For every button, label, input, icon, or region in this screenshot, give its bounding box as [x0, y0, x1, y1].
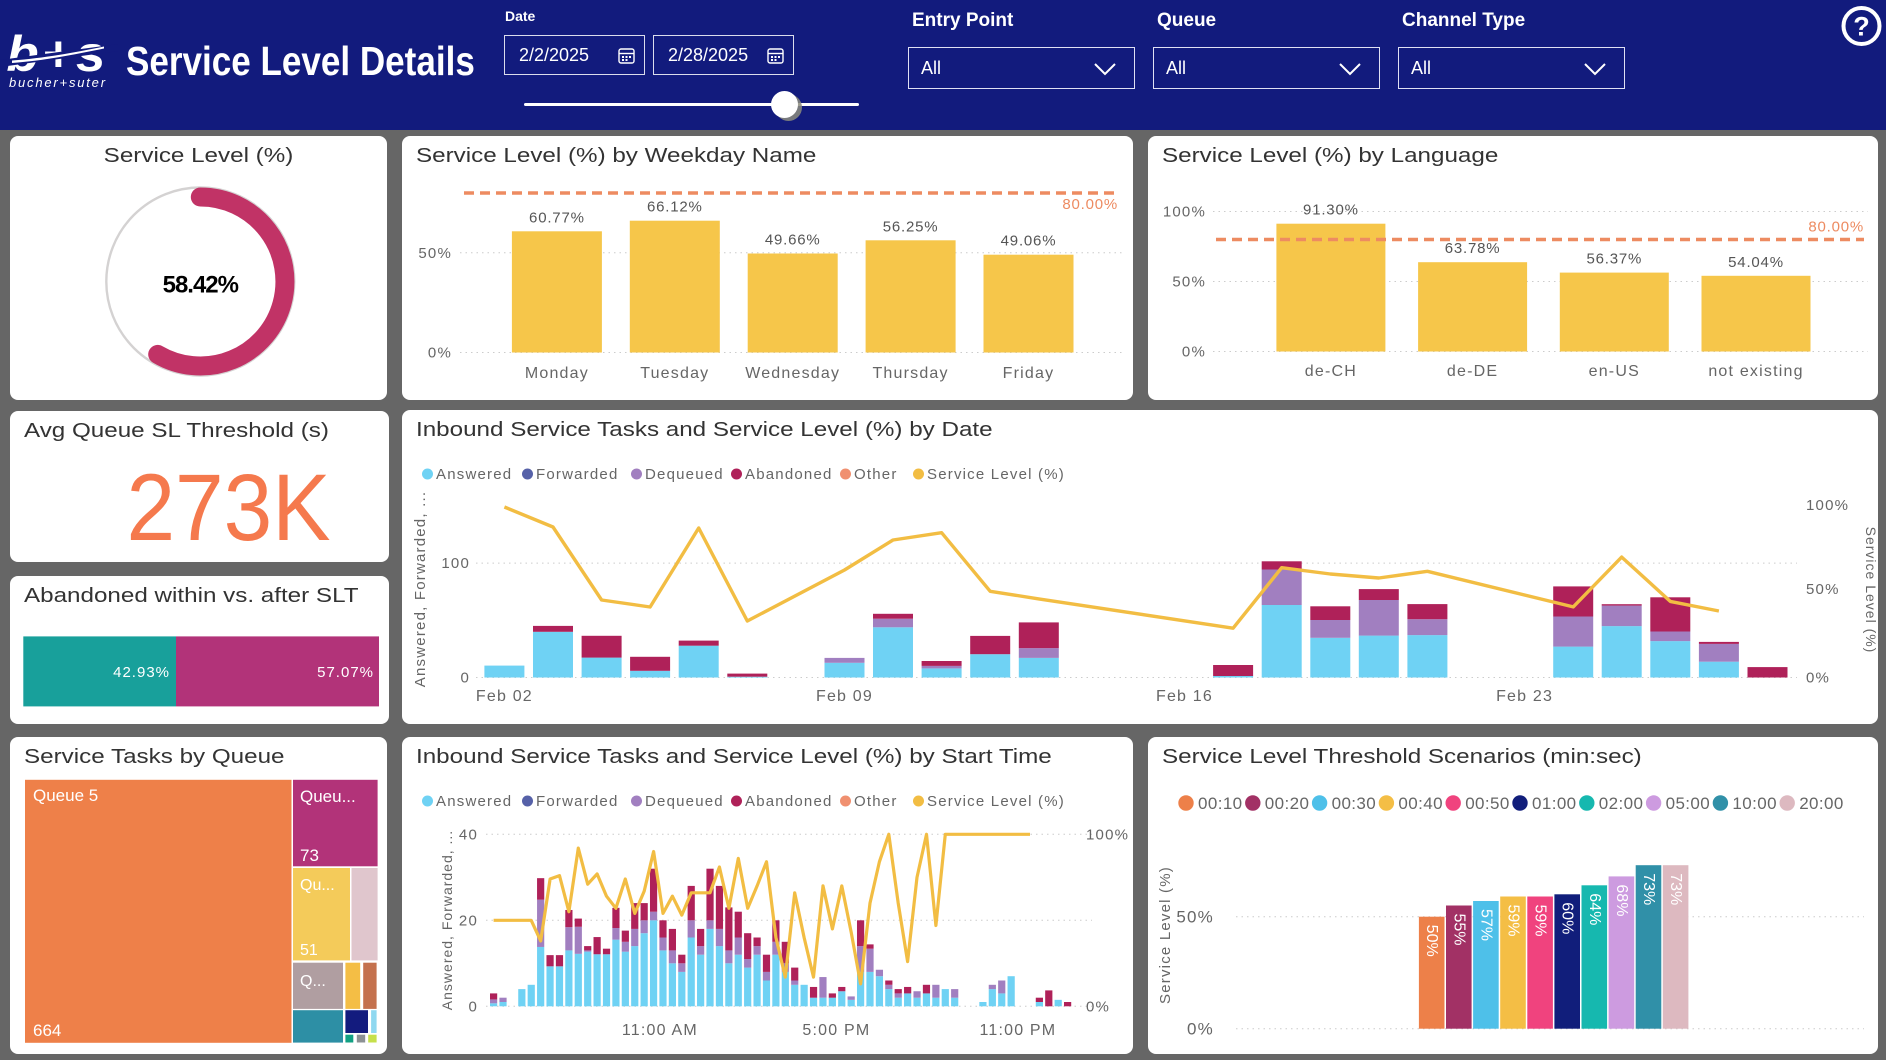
svg-text:Abandoned: Abandoned	[745, 466, 833, 483]
svg-text:60%: 60%	[1559, 902, 1576, 934]
svg-text:0%: 0%	[1806, 670, 1830, 687]
svg-text:Thursday: Thursday	[872, 365, 948, 382]
svg-text:Other: Other	[854, 466, 898, 483]
svg-text:?: ?	[1853, 12, 1870, 42]
svg-text:Abandoned: Abandoned	[745, 793, 833, 810]
svg-text:Qu...: Qu...	[300, 877, 335, 894]
svg-text:50%: 50%	[1423, 925, 1440, 957]
svg-text:5:00 PM: 5:00 PM	[802, 1022, 870, 1039]
svg-text:58.42%: 58.42%	[163, 272, 239, 299]
svg-text:02:00: 02:00	[1599, 794, 1644, 813]
svg-text:Queu...: Queu...	[300, 787, 356, 806]
svg-text:Answered, Forwarded, ...: Answered, Forwarded, ...	[412, 491, 429, 687]
svg-text:100%: 100%	[1163, 204, 1206, 221]
svg-text:Q...: Q...	[300, 973, 326, 990]
svg-text:40: 40	[459, 826, 478, 843]
svg-text:73%: 73%	[1667, 873, 1684, 905]
svg-text:Queue 5: Queue 5	[33, 786, 98, 805]
svg-text:11:00 PM: 11:00 PM	[979, 1022, 1056, 1039]
svg-text:Service Level (%): Service Level (%)	[927, 466, 1065, 483]
svg-text:Other: Other	[854, 793, 898, 810]
svg-text:20:00: 20:00	[1799, 794, 1844, 813]
svg-text:Friday: Friday	[1003, 365, 1055, 382]
svg-text:11:00 AM: 11:00 AM	[622, 1022, 698, 1039]
svg-text:05:00: 05:00	[1666, 794, 1711, 813]
svg-text:01:00: 01:00	[1532, 794, 1577, 813]
svg-text:Forwarded: Forwarded	[536, 466, 619, 483]
svg-text:0%: 0%	[1182, 344, 1206, 361]
svg-text:Feb 09: Feb 09	[816, 688, 873, 705]
svg-text:60.77%: 60.77%	[529, 209, 585, 226]
svg-text:Service Level (%): Service Level (%)	[1863, 527, 1878, 654]
svg-text:56.37%: 56.37%	[1586, 251, 1642, 268]
svg-text:68%: 68%	[1613, 884, 1630, 916]
svg-text:80.00%: 80.00%	[1808, 219, 1864, 236]
svg-text:50%: 50%	[1806, 581, 1840, 598]
svg-text:64%: 64%	[1586, 893, 1603, 925]
svg-text:Feb 02: Feb 02	[476, 688, 533, 705]
svg-text:51: 51	[300, 942, 318, 959]
svg-text:49.06%: 49.06%	[1001, 233, 1057, 250]
svg-text:59%: 59%	[1505, 905, 1522, 937]
svg-text:de-DE: de-DE	[1447, 363, 1498, 380]
svg-text:63.78%: 63.78%	[1445, 240, 1501, 257]
svg-text:Service Level (%): Service Level (%)	[1157, 866, 1174, 1004]
svg-text:10:00: 10:00	[1732, 794, 1777, 813]
svg-text:Answered: Answered	[436, 793, 512, 810]
svg-text:Wednesday: Wednesday	[745, 365, 840, 382]
svg-text:100: 100	[441, 555, 470, 572]
svg-text:91.30%: 91.30%	[1303, 202, 1359, 219]
svg-text:55%: 55%	[1450, 914, 1467, 946]
svg-text:00:10: 00:10	[1198, 794, 1243, 813]
svg-text:0: 0	[460, 670, 470, 687]
svg-text:20: 20	[459, 912, 478, 929]
svg-text:Answered, Forwarded, ...: Answered, Forwarded, ...	[439, 830, 455, 1010]
svg-text:59%: 59%	[1532, 905, 1549, 937]
svg-text:Dequeued: Dequeued	[645, 466, 724, 483]
svg-text:50%: 50%	[1176, 908, 1214, 927]
svg-text:0: 0	[468, 998, 478, 1015]
svg-text:Tuesday: Tuesday	[640, 365, 709, 382]
svg-text:42.93%: 42.93%	[113, 664, 170, 681]
svg-text:50%: 50%	[418, 245, 452, 262]
svg-text:73: 73	[300, 846, 319, 865]
svg-text:100%: 100%	[1086, 826, 1129, 843]
svg-text:bucher+suter: bucher+suter	[9, 75, 107, 90]
svg-text:Forwarded: Forwarded	[536, 793, 619, 810]
svg-text:66.12%: 66.12%	[647, 199, 703, 216]
svg-text:664: 664	[33, 1021, 61, 1040]
svg-text:100%: 100%	[1806, 497, 1849, 514]
svg-text:73%: 73%	[1640, 873, 1657, 905]
svg-text:Answered: Answered	[436, 466, 512, 483]
svg-text:57%: 57%	[1477, 909, 1494, 941]
svg-text:00:30: 00:30	[1332, 794, 1377, 813]
svg-text:00:40: 00:40	[1398, 794, 1443, 813]
svg-text:Service Level (%): Service Level (%)	[927, 793, 1065, 810]
svg-text:not existing: not existing	[1708, 363, 1803, 380]
svg-text:Dequeued: Dequeued	[645, 793, 724, 810]
svg-text:0%: 0%	[1086, 998, 1110, 1015]
svg-text:0%: 0%	[428, 345, 452, 362]
svg-text:49.66%: 49.66%	[765, 232, 821, 249]
svg-text:Feb 23: Feb 23	[1496, 688, 1553, 705]
svg-text:00:50: 00:50	[1465, 794, 1510, 813]
svg-text:Monday: Monday	[525, 365, 589, 382]
svg-text:Feb 16: Feb 16	[1156, 688, 1213, 705]
svg-text:56.25%: 56.25%	[883, 218, 939, 235]
svg-text:0%: 0%	[1187, 1020, 1214, 1039]
svg-text:54.04%: 54.04%	[1728, 254, 1784, 271]
svg-text:00:20: 00:20	[1265, 794, 1310, 813]
svg-text:57.07%: 57.07%	[317, 664, 374, 681]
svg-text:50%: 50%	[1172, 274, 1206, 291]
svg-text:de-CH: de-CH	[1305, 363, 1357, 380]
svg-text:80.00%: 80.00%	[1062, 196, 1118, 213]
svg-text:en-US: en-US	[1589, 363, 1640, 380]
